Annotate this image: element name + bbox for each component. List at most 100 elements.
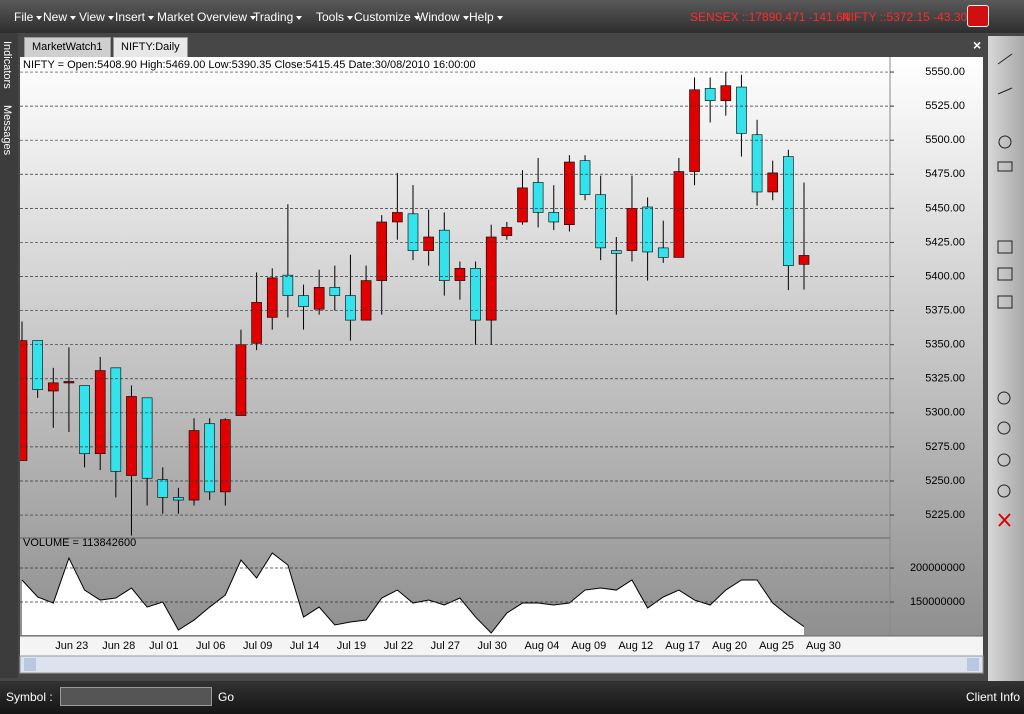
ticker: SENSEX ::17890.471 -141.64	[690, 10, 850, 24]
y-tick-label: 5250.00	[925, 475, 965, 487]
x-tick-label: Jul 06	[196, 640, 225, 652]
ticker: NIFTY ::5372.15 -43.30	[842, 10, 968, 24]
candle-body	[345, 295, 356, 321]
candle-body	[376, 221, 388, 281]
y-tick-label: 5225.00	[925, 509, 965, 521]
x-tick-label: Jul 19	[337, 640, 366, 652]
candle-body	[79, 385, 90, 455]
candle-body	[204, 423, 215, 493]
scroll-right[interactable]	[967, 658, 979, 671]
candle-body	[704, 88, 716, 101]
candle-body	[657, 247, 669, 258]
x-tick-label: Jun 28	[102, 640, 135, 652]
chart: 5225.00 5250.00 5275.00 5300.00 5325.00 5350.…	[19, 57, 984, 674]
candle-body	[564, 161, 575, 226]
client-info[interactable]: Client Info	[966, 690, 1021, 704]
x-tick-label: Jul 22	[384, 640, 413, 652]
x-tick-label: Aug 09	[571, 640, 606, 652]
menu-item[interactable]: Help	[469, 10, 503, 24]
menu-item[interactable]: File	[14, 10, 43, 24]
sidebar-tab[interactable]: Messages	[1, 105, 13, 156]
x-tick-label: Aug 25	[759, 640, 794, 652]
date-axis	[20, 636, 983, 656]
sidebar: Indicators Messages	[0, 33, 18, 678]
y-tick-label: 5450.00	[925, 202, 965, 214]
volume-area	[22, 552, 804, 635]
menu-item[interactable]: Customize	[354, 10, 420, 24]
x-tick-label: Aug 30	[806, 640, 841, 652]
candle-body	[689, 89, 700, 172]
x-tick-label: Jul 01	[149, 640, 178, 652]
x-tick-label: Aug 04	[524, 640, 559, 652]
tab[interactable]: MarketWatch1	[24, 37, 111, 57]
candle-body	[141, 397, 153, 479]
power-button[interactable]	[967, 5, 989, 27]
candle-body	[454, 268, 466, 281]
candle-body	[485, 236, 497, 321]
chart-background	[20, 57, 983, 636]
candle-body	[642, 206, 653, 253]
candle-body	[579, 160, 591, 196]
y-tick-label: 5550.00	[925, 66, 965, 78]
candle-body	[751, 134, 763, 193]
candle-body	[407, 213, 419, 251]
candle-body	[282, 274, 294, 296]
drawing-toolbar	[988, 36, 1024, 681]
close-button[interactable]: ×	[973, 37, 982, 53]
y-tick-label: 5500.00	[925, 134, 965, 146]
menu-item[interactable]: Insert	[115, 10, 155, 24]
candle-body	[157, 479, 169, 498]
symbol-label: Symbol :	[6, 690, 53, 704]
candle-body	[767, 172, 779, 193]
candle-body	[720, 85, 732, 101]
y-tick-label: 5375.00	[925, 304, 965, 316]
x-tick-label: Jul 27	[431, 640, 460, 652]
scroll-left[interactable]	[24, 658, 36, 671]
plot-area	[20, 72, 810, 635]
y-tick-label: 5525.00	[925, 100, 965, 112]
menu-bar: File New View Insert Market Overview Trading T…	[0, 0, 1024, 33]
candle-body	[32, 340, 43, 390]
x-tick-label: Jul 14	[290, 640, 319, 652]
y-tick-label: 5400.00	[925, 270, 965, 282]
menu-item[interactable]: Window	[417, 10, 469, 24]
tab[interactable]: NIFTY:Daily	[113, 37, 188, 57]
y-tick-label: 5350.00	[925, 339, 965, 351]
scrollbar[interactable]	[19, 655, 984, 674]
toolbar-icons	[997, 53, 1013, 527]
y-tick-label: 5300.00	[925, 407, 965, 419]
symbol-input[interactable]	[60, 687, 212, 706]
candle-body	[313, 287, 325, 310]
candle-body	[298, 295, 309, 307]
menu-item[interactable]: Trading	[253, 10, 303, 24]
candle-body	[673, 171, 685, 258]
candle-body	[126, 396, 137, 476]
x-tick-label: Jul 30	[478, 640, 507, 652]
candle-body	[173, 497, 184, 501]
candle-body	[251, 302, 262, 344]
x-tick-label: Jun 23	[55, 640, 88, 652]
candle-body	[63, 381, 75, 384]
candle-body	[532, 182, 544, 213]
y-tick-label: 5425.00	[925, 236, 965, 248]
y-tick-label: 5475.00	[925, 168, 965, 180]
candle-body	[611, 250, 622, 254]
candle-body	[329, 287, 341, 296]
go-button[interactable]: Go	[218, 690, 235, 704]
y-tick-label: 5275.00	[925, 441, 965, 453]
volume-line	[21, 552, 805, 634]
menu-item[interactable]: New	[43, 10, 77, 24]
menu-item[interactable]: View	[79, 10, 114, 24]
candle-body	[360, 280, 372, 321]
candle-body	[266, 277, 278, 318]
menu-item[interactable]: Market Overview	[157, 10, 257, 24]
menu-item[interactable]: Tools	[316, 10, 354, 24]
candle-body	[783, 156, 794, 266]
candle-body	[220, 419, 231, 493]
candle-body	[47, 382, 59, 392]
candle-body	[626, 208, 638, 251]
panel-title: NIFTY = Open:5408.90 High:5469.00 Low:53…	[23, 59, 476, 71]
sidebar-tab[interactable]: Indicators	[1, 41, 13, 89]
y-tick-label: 200000000	[910, 562, 965, 574]
